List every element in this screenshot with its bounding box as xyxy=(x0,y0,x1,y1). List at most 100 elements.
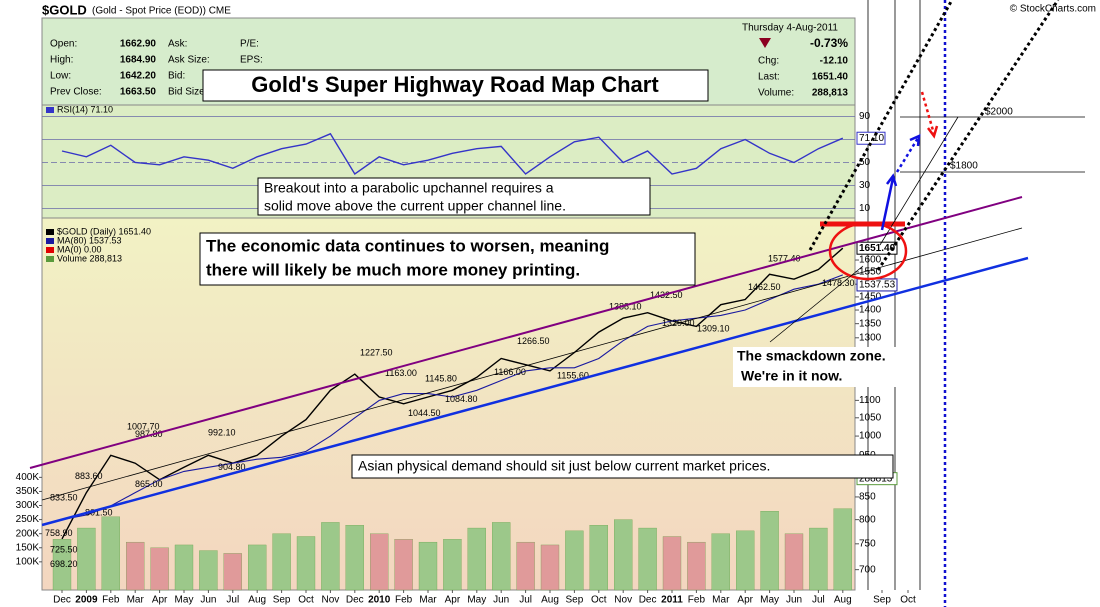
smackdown-circle xyxy=(828,221,908,281)
quote-value: -12.10 xyxy=(820,56,849,67)
price-label: 1388.10 xyxy=(609,302,642,312)
x-tick-label: 2009 xyxy=(75,595,98,606)
volume-bar xyxy=(638,527,657,591)
quote-label: Low: xyxy=(50,71,71,82)
lower-channel xyxy=(41,256,1029,527)
y-tick-label: 1050 xyxy=(859,412,882,423)
x-tick-label: Nov xyxy=(322,595,340,606)
volume-bar xyxy=(516,541,535,591)
ma-label: 1537.53 xyxy=(859,280,896,291)
x-tick-label: Aug xyxy=(248,595,266,606)
down-triangle xyxy=(759,38,771,48)
volume-bar xyxy=(126,541,145,591)
x-tick-label: Oct xyxy=(900,595,916,606)
y-tick-label: 1450 xyxy=(859,292,882,303)
volume-bar xyxy=(321,522,340,591)
price-label: 1329.00 xyxy=(662,318,695,328)
symbol: $GOLD xyxy=(42,2,87,17)
description: (Gold - Spot Price (EOD)) CME xyxy=(92,6,231,17)
quote-table: Open: 1662.90 High: 1684.90 Low: 1642.20 Prev … xyxy=(50,39,848,99)
title-box xyxy=(202,69,709,102)
price-label: 883.60 xyxy=(75,471,103,481)
y2-tick-label: 250K xyxy=(16,514,40,525)
y2-tick-label: 150K xyxy=(16,542,40,553)
price-label: 865.00 xyxy=(135,479,163,489)
smackdown-text: The smackdown zone. xyxy=(737,348,886,364)
title: Gold's Super Highway Road Map Chart xyxy=(251,72,659,97)
quote-value: 1684.90 xyxy=(120,55,157,66)
price-label: 758.90 xyxy=(45,528,73,538)
volume-bar xyxy=(833,508,852,591)
legend-swatch xyxy=(46,107,54,113)
breakout-text: solid move above the current upper chann… xyxy=(264,198,566,214)
price-label: 725.50 xyxy=(50,545,78,555)
volume-bar xyxy=(174,544,194,591)
volume-bar xyxy=(467,527,486,591)
y-tick-label: 700 xyxy=(859,564,876,575)
quote-date: Thursday 4-Aug-2011 xyxy=(742,23,838,34)
quote-value: 288,813 xyxy=(812,88,849,99)
x-tick-label: Dec xyxy=(346,595,364,606)
volume-bar xyxy=(345,525,364,591)
volume-bar xyxy=(223,553,242,591)
legend-label: $GOLD (Daily) 1651.40 xyxy=(57,226,151,236)
volume-bar xyxy=(418,541,438,591)
volume-bar xyxy=(370,533,389,591)
x-tick-label: Apr xyxy=(737,595,753,606)
volume-bar xyxy=(492,522,511,591)
y-tick-label: 1600 xyxy=(859,255,882,266)
quote-label: Volume: xyxy=(758,88,794,99)
y2-tick-label: 350K xyxy=(16,486,40,497)
x-tick-label: Feb xyxy=(395,595,413,606)
price-label: 1145.80 xyxy=(425,373,457,383)
x-tick-label: Mar xyxy=(419,595,437,606)
volume-bar xyxy=(150,547,169,591)
volume-bar xyxy=(687,541,706,591)
smackdown-box xyxy=(733,347,916,387)
price-label: 1155.60 xyxy=(557,370,589,380)
x-tick-label: Feb xyxy=(102,595,120,606)
quote-value: 1663.50 xyxy=(120,87,157,98)
legend-label: RSI(14) 71.10 xyxy=(57,104,113,114)
price-label: 1577.40 xyxy=(768,254,801,264)
quote-label: High: xyxy=(50,55,73,66)
x-tick-label: Jun xyxy=(493,595,509,606)
economic-text: there will likely be much more money pri… xyxy=(206,260,580,279)
price-label: 801.50 xyxy=(85,507,113,517)
volume-bar xyxy=(589,525,608,591)
x-tick-label: Feb xyxy=(688,595,706,606)
projection-line xyxy=(879,116,959,246)
x-tick-label: Oct xyxy=(298,595,314,606)
y-tick-label: 50 xyxy=(859,157,871,168)
volume-bar xyxy=(101,516,120,591)
legend-swatch xyxy=(46,247,54,253)
y2-tick-label: 300K xyxy=(16,500,40,511)
economic-text: The economic data continues to worsen, m… xyxy=(206,236,609,255)
price-label: 987.80 xyxy=(135,429,163,439)
volume-bar xyxy=(736,530,755,591)
volume-bar xyxy=(760,511,779,591)
price-label: 833.50 xyxy=(50,493,78,503)
upper-channel xyxy=(29,196,1023,469)
x-tick-label: Apr xyxy=(445,595,461,606)
price-label: 1166.00 xyxy=(494,367,526,377)
x-tick-label: Dec xyxy=(639,595,657,606)
x-tick-label: Mar xyxy=(127,595,145,606)
legend-swatch xyxy=(46,256,54,262)
pointer-line xyxy=(769,265,864,343)
x-tick-label: Jul xyxy=(812,595,825,606)
legend-label: MA(0) 0.00 xyxy=(57,244,102,254)
level-label: $1800 xyxy=(950,161,978,172)
y-tick-label: 850 xyxy=(859,492,876,503)
price-label: 1084.80 xyxy=(445,394,478,404)
quote-label: Bid: xyxy=(168,71,185,82)
x-tick-label: 2010 xyxy=(368,595,391,606)
volume-bar xyxy=(809,527,828,591)
x-tick-label: May xyxy=(467,595,486,606)
series-line xyxy=(61,132,844,176)
volume-bar xyxy=(296,536,316,591)
volume-bar xyxy=(52,539,72,591)
economic-box xyxy=(199,232,696,286)
x-tick-label: Aug xyxy=(834,595,852,606)
